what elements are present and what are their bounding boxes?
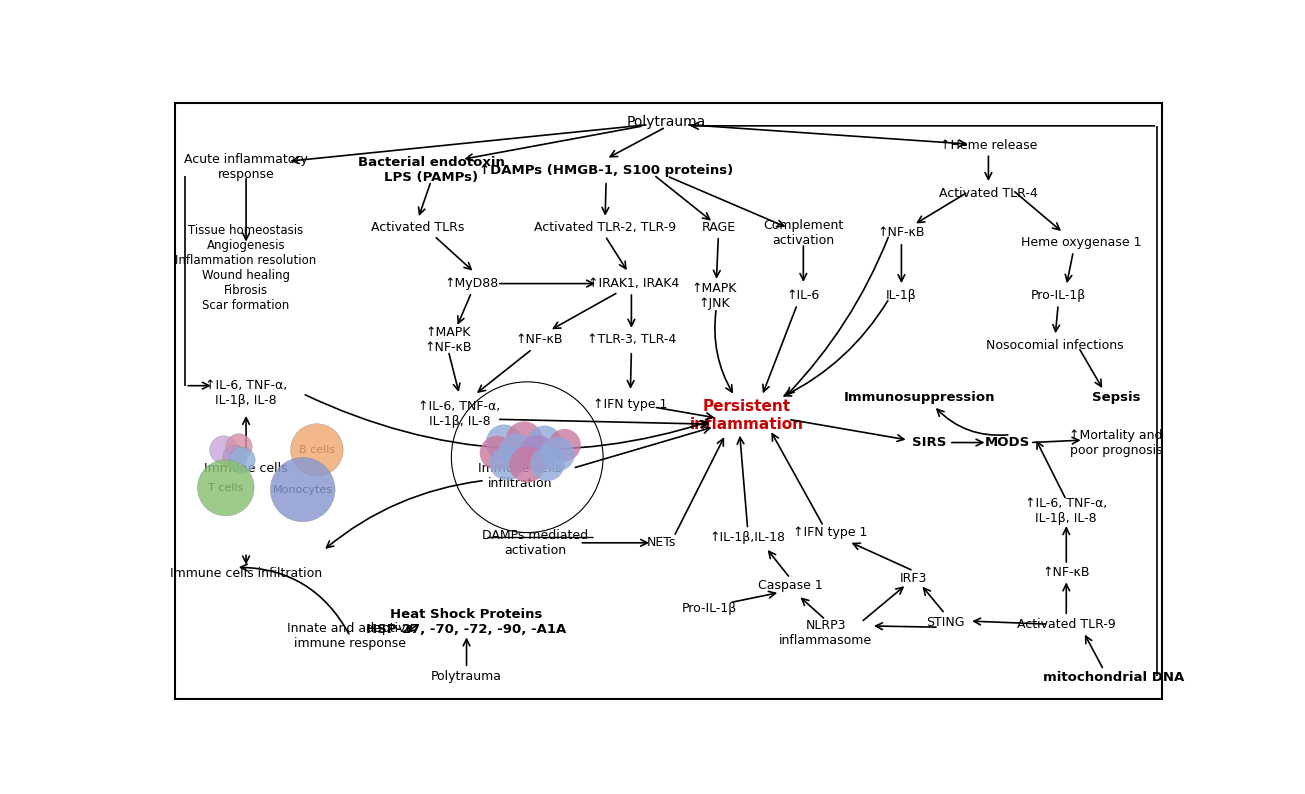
Text: ↑NF-κB: ↑NF-κB: [878, 226, 925, 239]
Text: Caspase 1: Caspase 1: [758, 579, 822, 592]
Ellipse shape: [548, 429, 581, 461]
Ellipse shape: [197, 460, 254, 516]
Text: Tissue homeostasis
Angiogenesis
Inflammation resolution
Wound healing
Fibrosis
S: Tissue homeostasis Angiogenesis Inflamma…: [175, 224, 317, 312]
Text: T cells: T cells: [209, 483, 244, 493]
Ellipse shape: [527, 426, 561, 460]
Text: ↑IL-6, TNF-α,
IL-1β, IL-8: ↑IL-6, TNF-α, IL-1β, IL-8: [205, 379, 287, 407]
Text: Immune cells infiltration: Immune cells infiltration: [170, 567, 322, 580]
Text: ↑IFN type 1: ↑IFN type 1: [793, 526, 868, 539]
Text: NLRP3
inflammasome: NLRP3 inflammasome: [779, 619, 872, 647]
Ellipse shape: [291, 424, 343, 476]
Ellipse shape: [540, 437, 574, 472]
Text: STING: STING: [925, 616, 964, 629]
Text: Acute inflammatory
response: Acute inflammatory response: [184, 153, 308, 181]
Text: ↑MyD88: ↑MyD88: [445, 277, 499, 290]
Ellipse shape: [480, 436, 514, 470]
Text: MODS: MODS: [985, 436, 1030, 449]
Text: Sepsis: Sepsis: [1091, 391, 1141, 404]
Ellipse shape: [506, 422, 543, 457]
Ellipse shape: [228, 447, 256, 473]
Text: Activated TLR-2, TLR-9: Activated TLR-2, TLR-9: [534, 222, 676, 234]
Text: ↑TLR-3, TLR-4: ↑TLR-3, TLR-4: [587, 333, 676, 346]
Text: ↑Heme release: ↑Heme release: [940, 139, 1037, 152]
Text: Immune cells: Immune cells: [205, 462, 288, 475]
Text: ↑IFN type 1: ↑IFN type 1: [594, 398, 668, 410]
Text: NETs: NETs: [647, 536, 676, 549]
Text: Immunosuppression: Immunosuppression: [844, 391, 996, 404]
Text: RAGE: RAGE: [701, 222, 736, 234]
Ellipse shape: [485, 425, 522, 461]
Text: B cells: B cells: [299, 445, 335, 455]
Ellipse shape: [226, 434, 252, 460]
Ellipse shape: [210, 436, 238, 464]
Text: ↑MAPK
↑JNK: ↑MAPK ↑JNK: [692, 282, 737, 310]
Ellipse shape: [519, 435, 556, 471]
Text: Innate and adaptive
immune response: Innate and adaptive immune response: [287, 622, 414, 650]
Text: Activated TLRs: Activated TLRs: [372, 222, 465, 234]
Text: ↑IL-6, TNF-α,
IL-1β, IL-8: ↑IL-6, TNF-α, IL-1β, IL-8: [1026, 497, 1108, 525]
Text: Nosocomial infections: Nosocomial infections: [987, 340, 1124, 353]
Text: Complement
activation: Complement activation: [763, 219, 843, 247]
Text: IRF3: IRF3: [900, 572, 928, 584]
Text: ↑IL-6: ↑IL-6: [787, 289, 820, 303]
Text: ↑DAMPs (HMGB-1, S100 proteins): ↑DAMPs (HMGB-1, S100 proteins): [479, 164, 733, 177]
Text: Bacterial endotoxin
LPS (PAMPs): Bacterial endotoxin LPS (PAMPs): [358, 156, 505, 184]
Ellipse shape: [530, 447, 565, 481]
Ellipse shape: [270, 457, 335, 522]
Text: IL-1β: IL-1β: [886, 289, 917, 303]
Text: ↑MAPK
↑NF-κB: ↑MAPK ↑NF-κB: [424, 326, 472, 354]
Ellipse shape: [499, 434, 535, 470]
Text: ↑Mortality and
poor prognosis: ↑Mortality and poor prognosis: [1069, 429, 1163, 457]
Ellipse shape: [509, 446, 545, 483]
Text: Immune cells
infiltration: Immune cells infiltration: [479, 462, 562, 490]
Text: Activated TLR-4: Activated TLR-4: [940, 187, 1037, 199]
Text: Persistent
inflammation: Persistent inflammation: [689, 399, 804, 432]
Text: ↑IL-6, TNF-α,
IL-1β, IL-8: ↑IL-6, TNF-α, IL-1β, IL-8: [419, 400, 501, 429]
Text: SIRS: SIRS: [912, 436, 946, 449]
Text: mitochondrial DNA: mitochondrial DNA: [1043, 671, 1185, 684]
Ellipse shape: [489, 446, 525, 480]
Text: Heme oxygenase 1: Heme oxygenase 1: [1022, 236, 1142, 249]
Text: Pro-IL-1β: Pro-IL-1β: [1031, 289, 1086, 303]
Ellipse shape: [223, 445, 247, 469]
Text: Activated TLR-9: Activated TLR-9: [1017, 618, 1116, 630]
Text: ↑IRAK1, IRAK4: ↑IRAK1, IRAK4: [587, 277, 679, 290]
Text: Polytrauma: Polytrauma: [626, 115, 706, 129]
Text: ↑NF-κB: ↑NF-κB: [1043, 565, 1090, 579]
Text: Polytrauma: Polytrauma: [431, 669, 502, 683]
Text: Monocytes: Monocytes: [273, 484, 333, 495]
Text: ↑NF-κB: ↑NF-κB: [515, 333, 562, 346]
Text: ↑IL-1β,IL-18: ↑IL-1β,IL-18: [710, 531, 786, 544]
Text: Heat Shock Proteins
HSP-27, -70, -72, -90, -A1A: Heat Shock Proteins HSP-27, -70, -72, -9…: [367, 608, 566, 636]
Text: Pro-IL-1β: Pro-IL-1β: [681, 603, 737, 615]
Text: DAMPs mediated
activation: DAMPs mediated activation: [483, 529, 589, 557]
